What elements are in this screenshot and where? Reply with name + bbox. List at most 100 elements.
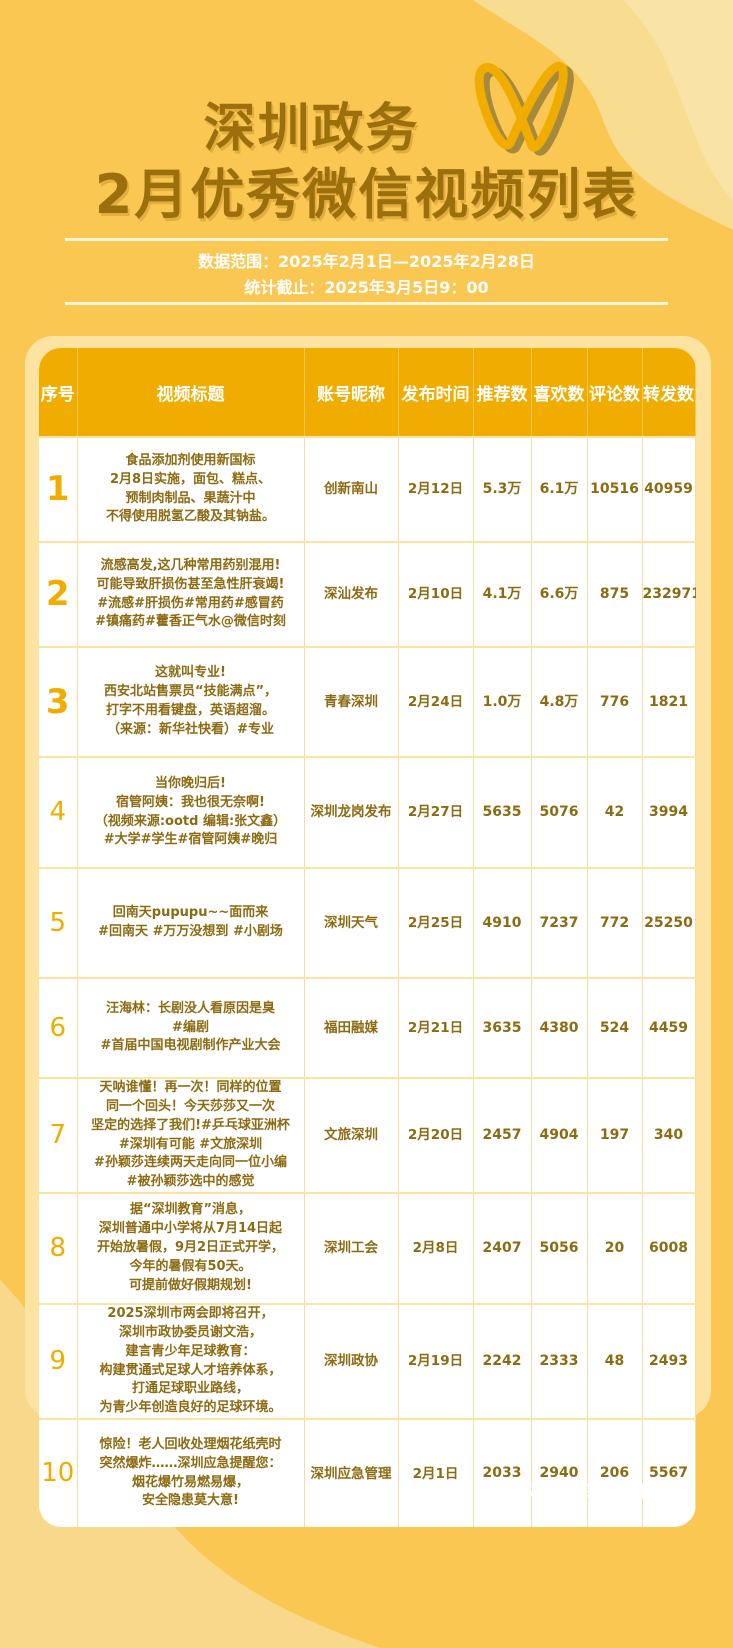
cell-account: 深圳应急管理	[304, 1418, 399, 1528]
cell-rec: 1.0万	[473, 646, 532, 757]
cell-share: 4459	[642, 977, 696, 1078]
cell-date: 2月21日	[398, 977, 474, 1078]
cell-comment: 42	[587, 756, 643, 868]
video-table: 序号 视频标题 账号昵称 发布时间 推荐数 喜欢数 评论数 转发数 1 食品添加剂使用新国标 2…	[39, 348, 696, 1528]
table-row: 2 流感高发,这几种常用药别混用! 可能导致肝损伤甚至急性肝衰竭! #流感#肝损伤…	[39, 541, 696, 647]
cell-rank: 8	[39, 1192, 78, 1305]
column-header: 账号昵称	[304, 348, 399, 437]
cell-account: 深汕发布	[304, 541, 399, 647]
cell-like: 7237	[531, 867, 588, 978]
cell-rank: 2	[39, 541, 78, 647]
cell-title: 流感高发,这几种常用药别混用! 可能导致肝损伤甚至急性肝衰竭! #流感#肝损伤#…	[77, 541, 305, 647]
table-row: 1 食品添加剂使用新国标 2月8日实施，面包、糕点、 预制肉制品、果蔬汁中 不得使…	[39, 436, 696, 542]
cell-date: 2月25日	[398, 867, 474, 978]
cell-title: 惊险！老人回收处理烟花纸壳时 突然爆炸……深圳应急提醒您： 烟花爆竹易燃易爆， …	[77, 1418, 305, 1528]
cell-account: 深圳政协	[304, 1303, 399, 1420]
data-range: 数据范围：2025年2月1日—2025年2月28日	[198, 252, 535, 271]
cell-date: 2月24日	[398, 646, 474, 757]
cell-comment: 48	[587, 1303, 643, 1420]
cell-share: 1821	[642, 646, 696, 757]
column-header: 发布时间	[398, 348, 474, 437]
table-row: 6 汪海林：长剧没人看原因是臭 #编剧 #首届中国电视剧制作产业大会 福田融媒 2月2…	[39, 977, 696, 1078]
shenzhen-gov-logo-icon	[474, 61, 574, 156]
cell-share: 25250	[642, 867, 696, 978]
cell-title: 这就叫专业! 西安北站售票员“技能满点”， 打字不用看键盘，英语超溜。 （来源：…	[77, 646, 305, 757]
cell-title: 回南天pupupu~~面而来 #回南天 #万万没想到 #小剧场	[77, 867, 305, 978]
cell-like: 2940	[531, 1418, 588, 1528]
cell-share: 5567	[642, 1418, 696, 1528]
cell-rank: 4	[39, 756, 78, 868]
cell-date: 2月10日	[398, 541, 474, 647]
cell-comment: 197	[587, 1076, 643, 1194]
stat-cutoff: 统计截止：2025年3月5日9：00	[244, 278, 489, 297]
cell-like: 6.6万	[531, 541, 588, 647]
column-header: 喜欢数	[531, 348, 588, 437]
table-row: 7 天呐谁懂！再一次！同样的位置 同一个回头！今天莎莎又一次 坚定的选择了我们!#…	[39, 1076, 696, 1194]
cell-share: 3994	[642, 756, 696, 868]
decorative-wave-bottom-left	[0, 1280, 380, 1648]
cell-title: 天呐谁懂！再一次！同样的位置 同一个回头！今天莎莎又一次 坚定的选择了我们!#乒…	[77, 1076, 305, 1194]
table-row: 3 这就叫专业! 西安北站售票员“技能满点”， 打字不用看键盘，英语超溜。 （来源…	[39, 646, 696, 757]
column-header: 评论数	[587, 348, 643, 437]
cell-rec: 2242	[473, 1303, 532, 1420]
cell-date: 2月12日	[398, 436, 474, 542]
column-header: 序号	[39, 348, 78, 437]
column-header: 转发数	[642, 348, 696, 437]
divider	[65, 238, 668, 241]
cell-rec: 5635	[473, 756, 532, 868]
cell-like: 5056	[531, 1192, 588, 1305]
page-title-line1: 深圳政务	[203, 99, 420, 159]
cell-rec: 2407	[473, 1192, 532, 1305]
cell-comment: 776	[587, 646, 643, 757]
cell-account: 深圳龙岗发布	[304, 756, 399, 868]
cell-like: 2333	[531, 1303, 588, 1420]
cell-like: 4380	[531, 977, 588, 1078]
cell-rank: 7	[39, 1076, 78, 1194]
cell-rec: 3635	[473, 977, 532, 1078]
cell-title: 食品添加剂使用新国标 2月8日实施，面包、糕点、 预制肉制品、果蔬汁中 不得使用…	[77, 436, 305, 542]
cell-account: 深圳工会	[304, 1192, 399, 1305]
cell-comment: 524	[587, 977, 643, 1078]
cell-rec: 2457	[473, 1076, 532, 1194]
cell-account: 青春深圳	[304, 646, 399, 757]
cell-comment: 20	[587, 1192, 643, 1305]
cell-like: 6.1万	[531, 436, 588, 542]
cell-account: 深圳天气	[304, 867, 399, 978]
divider	[65, 302, 668, 305]
footer-producer: 出品单位 | 深圳舆情研究院	[500, 1482, 693, 1501]
table-row: 8 据“深圳教育”消息， 深圳普通中小学将从7月14日起 开始放暑假，9月2日正式…	[39, 1192, 696, 1305]
column-header: 视频标题	[77, 348, 305, 437]
cell-account: 创新南山	[304, 436, 399, 542]
cell-share: 40959	[642, 436, 696, 542]
cell-title: 汪海林：长剧没人看原因是臭 #编剧 #首届中国电视剧制作产业大会	[77, 977, 305, 1078]
cell-like: 4904	[531, 1076, 588, 1194]
cell-title: 2025深圳市两会即将召开， 深圳市政协委员谢文浩， 建言青少年足球教育： 构建…	[77, 1303, 305, 1420]
cell-like: 4.8万	[531, 646, 588, 757]
cell-rank: 3	[39, 646, 78, 757]
table-row: 5 回南天pupupu~~面而来 #回南天 #万万没想到 #小剧场 深圳天气 2月25…	[39, 867, 696, 978]
cell-rank: 1	[39, 436, 78, 542]
cell-account: 文旅深圳	[304, 1076, 399, 1194]
cell-date: 2月27日	[398, 756, 474, 868]
cell-comment: 206	[587, 1418, 643, 1528]
cell-date: 2月8日	[398, 1192, 474, 1305]
page-title-line2: 2月优秀微信视频列表	[94, 163, 639, 226]
cell-rec: 4910	[473, 867, 532, 978]
cell-rank: 9	[39, 1303, 78, 1420]
cell-comment: 772	[587, 867, 643, 978]
cell-date: 2月20日	[398, 1076, 474, 1194]
cell-share: 340	[642, 1076, 696, 1194]
cell-share: 6008	[642, 1192, 696, 1305]
table-row: 10 惊险！老人回收处理烟花纸壳时 突然爆炸……深圳应急提醒您： 烟花爆竹易燃易爆…	[39, 1418, 696, 1528]
cell-title: 当你晚归后! 宿管阿姨：我也很无奈啊! （视频来源:ootd 编辑:张文鑫） #…	[77, 756, 305, 868]
cell-share: 232971	[642, 541, 696, 647]
cell-rec: 2033	[473, 1418, 532, 1528]
cell-account: 福田融媒	[304, 977, 399, 1078]
cell-rank: 10	[39, 1418, 78, 1528]
cell-rank: 5	[39, 867, 78, 978]
cell-rec: 5.3万	[473, 436, 532, 542]
column-header: 推荐数	[473, 348, 532, 437]
cell-like: 5076	[531, 756, 588, 868]
decorative-wave-top-right	[473, 0, 733, 230]
cell-comment: 10516	[587, 436, 643, 542]
